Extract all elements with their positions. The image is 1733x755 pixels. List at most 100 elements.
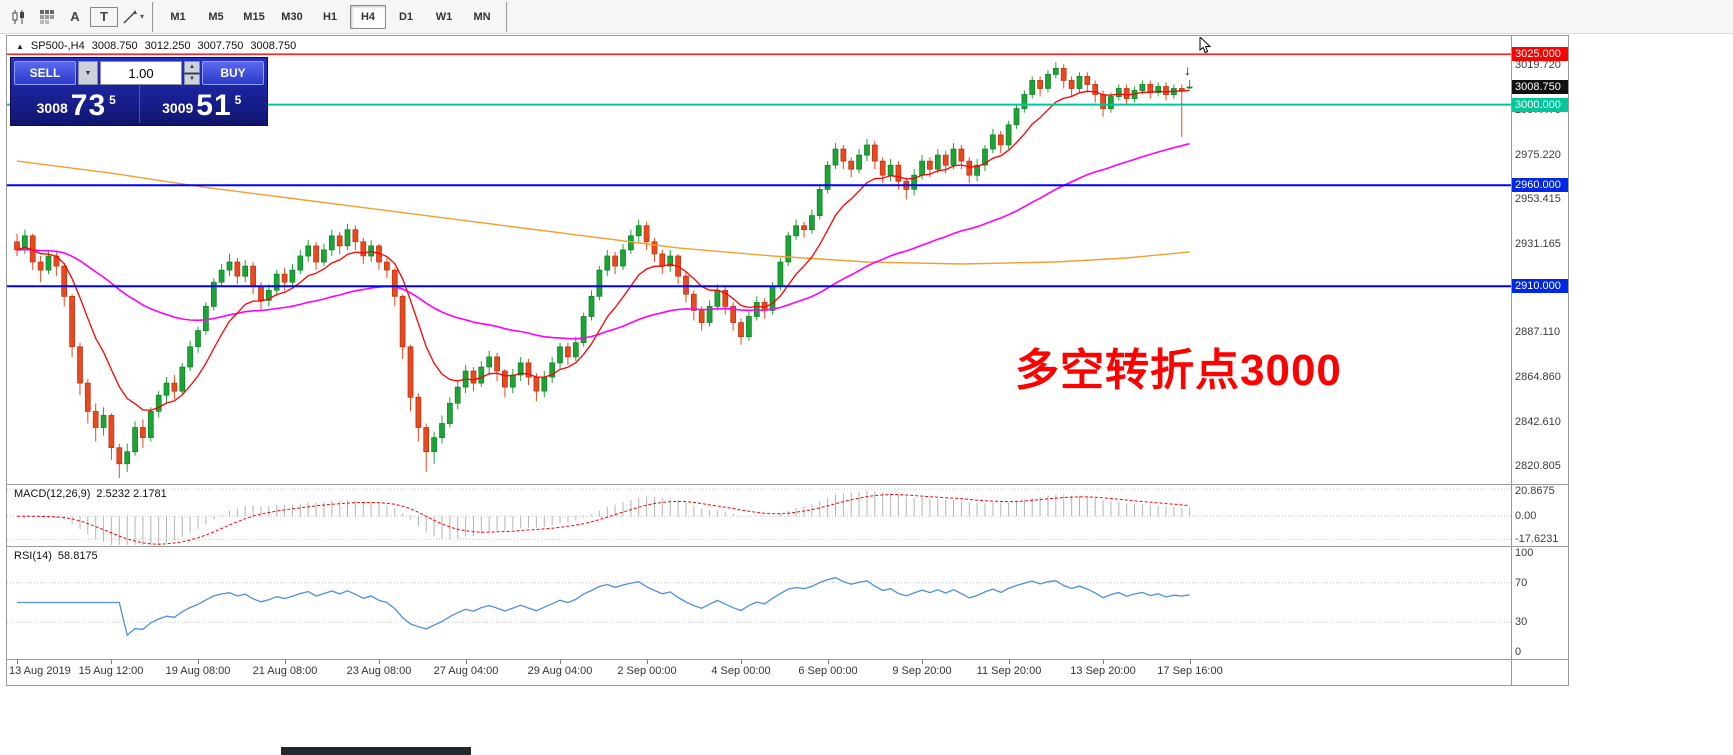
price-tick: 2864.860 [1515,371,1561,383]
ohlc-low: 3007.750 [197,40,244,52]
bid-main: 3008 [36,100,68,116]
time-tick-mark [285,660,286,664]
macd-axis: 20.8675 0.00 -17.6231 [1511,485,1568,546]
rsi-axis: 100 70 30 0 [1511,547,1568,659]
timeframe-mn[interactable]: MN [473,10,491,23]
candlestick-chart-area[interactable]: ▲ SP500-,H4 3008.750 3012.250 3007.750 3… [7,36,1511,484]
macd-tick: 20.8675 [1515,485,1555,497]
rsi-tick: 100 [1515,547,1534,559]
time-tick-mark [1103,660,1104,664]
timeframe-m5[interactable]: M5 [208,10,224,23]
time-tick-mark [647,660,648,664]
price-axis[interactable]: 3019.7202997.4702975.2202953.4152931.165… [1511,36,1568,484]
ohlc-high: 3012.250 [144,40,191,52]
chart-window: ▲ SP500-,H4 3008.750 3012.250 3007.750 3… [6,35,1569,686]
indicator-grid-icon[interactable] [34,5,60,29]
sell-button[interactable]: SELL [14,61,76,85]
drawing-tools-icon[interactable]: ▾ [120,5,146,29]
price-badge: 2910.000 [1512,279,1568,293]
font-tool-icon[interactable]: A [70,9,80,24]
ohlc-close: 3008.750 [250,40,297,52]
time-tick-mark [828,660,829,664]
time-label: 17 Sep 16:00 [1157,665,1223,677]
volume-spin-down-icon[interactable]: ▼ [184,73,200,85]
time-label: 9 Sep 20:00 [892,665,952,677]
rsi-tick: 30 [1515,616,1528,628]
time-tick-mark [560,660,561,664]
time-label: 23 Aug 08:00 [346,665,412,677]
ask-pips: 51 [196,89,232,122]
time-tick-mark [1009,660,1010,664]
price-tick: 2975.220 [1515,149,1561,161]
price-badge: 3000.000 [1512,98,1568,112]
volume-input[interactable] [100,61,182,85]
macd-tick: 0.00 [1515,510,1537,522]
price-tick: 2953.415 [1515,193,1561,205]
time-tick-mark [198,660,199,664]
down-arrow-marker: ↓ [1184,62,1191,78]
bid-frac: 5 [109,93,116,107]
price-badge: 2960.000 [1512,178,1568,192]
rsi-label: RSI(14) 58.8175 [14,550,98,562]
timeframe-d1[interactable]: D1 [398,10,414,23]
volume-spinner: ▲ ▼ [184,61,200,85]
time-label: 27 Aug 04:00 [433,665,499,677]
price-tick: 3019.720 [1515,59,1561,71]
macd-chart-area[interactable]: MACD(12,26,9) 2.5232 2.1781 [7,485,1511,546]
price-tick: 2887.110 [1515,326,1561,338]
time-label: 21 Aug 08:00 [252,665,318,677]
time-tick-mark [466,660,467,664]
collapse-triangle-icon[interactable]: ▲ [16,41,24,51]
time-label: 6 Sep 00:00 [798,665,858,677]
rsi-chart-area[interactable]: RSI(14) 58.8175 [7,547,1511,659]
timeframe-h4[interactable]: H4 [350,4,386,29]
macd-row: MACD(12,26,9) 2.5232 2.1781 20.8675 0.00 -… [7,485,1568,547]
ask-main: 3009 [162,100,194,116]
timeframe-h1[interactable]: H1 [322,10,338,23]
timeframe-m1[interactable]: M1 [170,10,186,23]
volume-dropdown-button[interactable]: ▼ [78,61,98,85]
volume-spin-up-icon[interactable]: ▲ [184,61,200,73]
one-click-trade-panel: SELL ▼ ▲ ▼ BUY 3008 73 5 [10,57,268,126]
macd-name: MACD(12,26,9) [14,488,91,500]
time-label: 29 Aug 04:00 [527,665,593,677]
time-label: 4 Sep 00:00 [711,665,771,677]
timeframe-m30[interactable]: M30 [281,10,303,23]
timeframe-toolbar: M1 M5 M15 M30 H1 H4 D1 W1 MN [154,1,508,32]
bid-price: 3008 73 5 [14,85,140,123]
symbol-period-label: SP500-,H4 [30,40,85,52]
time-label: 13 Aug 2019 [9,665,71,677]
time-label: 19 Aug 08:00 [165,665,231,677]
time-axis-row: 13 Aug 2019 15 Aug 12:00 19 Aug 08:00 21 Au… [7,660,1568,685]
time-axis[interactable]: 13 Aug 2019 15 Aug 12:00 19 Aug 08:00 21 Au… [7,660,1511,685]
chart-tools-group: A T ▾ [0,1,154,32]
time-label: 15 Aug 12:00 [78,665,144,677]
timeframe-m15[interactable]: M15 [243,10,265,23]
ask-price: 3009 51 5 [140,85,265,123]
buy-button[interactable]: BUY [202,61,264,85]
time-tick-mark [111,660,112,664]
timeframe-w1[interactable]: W1 [435,10,453,23]
rsi-value: 58.8175 [57,550,98,562]
rsi-name: RSI(14) [14,550,52,562]
taskbar-fragment [281,747,471,755]
rsi-tick: 0 [1515,646,1522,658]
top-toolbar: A T ▾ M1 M5 M15 M30 H1 H4 D1 W1 MN [0,0,1733,34]
time-label: 2 Sep 00:00 [617,665,677,677]
ohlc-open: 3008.750 [91,40,138,52]
time-label: 13 Sep 20:00 [1070,665,1136,677]
candlestick-chart-icon[interactable] [6,5,32,29]
price-badge: 3025.000 [1512,47,1568,61]
macd-tick: -17.6231 [1515,533,1559,545]
text-label-tool-icon[interactable]: T [90,6,118,27]
time-tick-mark [17,660,18,664]
chart-annotation: 多空转折点3000 [1015,346,1342,395]
chart-ohlc-header: ▲ SP500-,H4 3008.750 3012.250 3007.750 3… [16,40,296,52]
price-tick: 2931.165 [1515,238,1561,250]
price-tick: 2842.610 [1515,416,1561,428]
time-tick-mark [922,660,923,664]
macd-values: 2.5232 2.1781 [96,488,167,500]
ask-frac: 5 [234,93,242,107]
time-axis-corner [1511,660,1568,685]
rsi-tick: 70 [1515,577,1528,589]
